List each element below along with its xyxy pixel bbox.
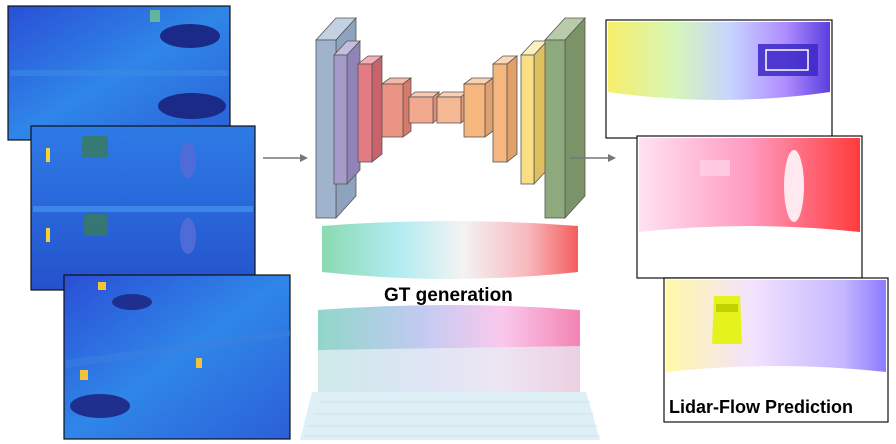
input-depth-image-2 [30,125,256,291]
encoder-block-3 [356,55,384,163]
output-flow-image-3 [663,277,889,423]
gt-generation-label: GT generation [384,285,513,306]
output-flow-image-2 [636,135,863,279]
decoder-block-1 [462,77,495,138]
gt-point-cloud [300,221,600,440]
lidar-flow-prediction-label: Lidar-Flow Prediction [669,397,854,417]
bottleneck-block-1 [407,91,441,124]
input-depth-image-1 [7,5,231,141]
right-arrow-icon [570,154,616,162]
right-arrow-icon [263,154,308,162]
encoder-decoder-network [315,16,586,220]
encoder-block-2 [333,39,361,186]
encoder-block-4 [380,77,413,138]
decoder-block-3 [520,39,548,186]
decoder-block-2 [491,55,519,163]
output-flow-image-1 [605,19,833,139]
bottleneck-block-2 [435,91,469,124]
decoder-block-4 [544,16,586,220]
input-depth-image-3 [63,274,291,440]
